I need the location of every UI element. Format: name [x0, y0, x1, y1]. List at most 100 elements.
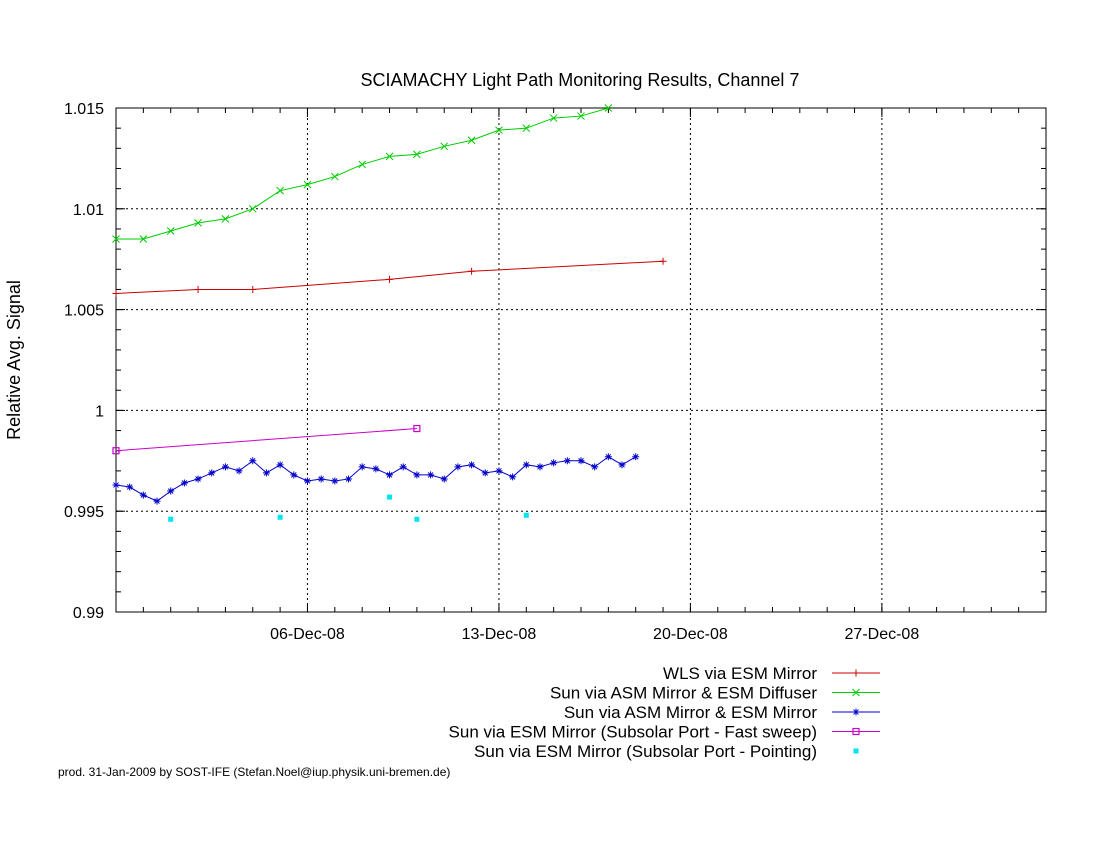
dot-marker: [414, 516, 420, 522]
star-marker: [194, 475, 202, 483]
cross-marker: [467, 136, 476, 145]
y-tick-label: 0.995: [64, 504, 104, 521]
x-tick-label: 27-Dec-08: [845, 626, 920, 643]
cross-marker: [385, 152, 394, 161]
star-marker: [358, 463, 366, 471]
cross-marker: [549, 114, 558, 122]
star-marker: [221, 463, 229, 471]
star-marker: [372, 465, 380, 473]
series-1: [112, 257, 667, 297]
series-2: [112, 104, 613, 243]
star-marker: [262, 469, 270, 477]
plus-marker: [386, 275, 394, 283]
y-tick-label: 1.01: [73, 202, 104, 219]
star-marker: [550, 459, 558, 467]
cross-marker: [112, 235, 120, 243]
series-5: [168, 494, 529, 522]
legend-label: Sun via ASM Mirror & ESM Diffuser: [550, 684, 817, 703]
star-marker: [167, 487, 175, 495]
cross-marker: [248, 204, 257, 213]
star-marker: [577, 457, 585, 465]
y-tick-label: 1: [95, 403, 104, 420]
star-marker: [536, 463, 544, 471]
plus-marker: [194, 285, 202, 293]
y-tick-label: 0.99: [73, 605, 104, 622]
star-marker: [427, 471, 435, 479]
star-marker: [399, 463, 407, 471]
cross-marker: [330, 172, 339, 181]
dot-marker: [387, 494, 393, 500]
dot-marker: [853, 748, 859, 754]
star-marker: [139, 491, 147, 499]
cross-marker: [221, 215, 230, 223]
legend-label: Sun via ESM Mirror (Subsolar Port - Fast…: [449, 723, 817, 742]
square-marker: [852, 727, 860, 736]
legend-label: WLS via ESM Mirror: [663, 664, 817, 683]
square-marker: [112, 447, 120, 455]
star-marker: [126, 483, 134, 491]
star-marker: [276, 461, 284, 469]
star-marker: [290, 471, 298, 479]
star-marker: [440, 475, 448, 483]
y-axis-label: Relative Avg. Signal: [4, 280, 24, 440]
square-marker: [413, 424, 421, 433]
y-tick-label: 1.015: [64, 101, 104, 118]
x-tick-label: 06-Dec-08: [270, 626, 345, 643]
star-marker: [112, 481, 120, 489]
series-3: [112, 453, 640, 505]
plus-marker: [468, 267, 476, 275]
star-marker: [481, 469, 489, 477]
star-marker: [495, 467, 503, 475]
grid: [116, 108, 1046, 612]
star-marker: [249, 457, 257, 465]
legend-label: Sun via ASM Mirror & ESM Mirror: [564, 703, 817, 722]
series-4: [112, 424, 421, 455]
star-marker: [345, 475, 352, 483]
y-tick-label: 1.005: [64, 303, 104, 320]
star-marker: [604, 453, 612, 461]
x-tick-label: 13-Dec-08: [462, 626, 537, 643]
plus-marker: [112, 289, 120, 297]
series-line: [115, 260, 664, 294]
star-marker: [303, 477, 311, 485]
star-marker: [180, 479, 188, 487]
star-marker: [591, 463, 599, 471]
cross-marker: [577, 112, 585, 120]
dot-marker: [523, 512, 529, 518]
cross-marker: [139, 235, 148, 243]
chart-title: SCIAMACHY Light Path Monitoring Results,…: [361, 70, 800, 90]
plus-marker: [659, 257, 667, 265]
star-marker: [454, 463, 462, 471]
star-marker: [235, 467, 243, 475]
star-marker: [509, 473, 517, 481]
axis-ticks: 0.99 0.995 1 1.005 1.01 1.015 06-Dec-08 13-Dec-…: [64, 101, 1047, 643]
cross-marker: [276, 186, 284, 195]
star-marker: [522, 461, 530, 469]
x-tick-label: 20-Dec-08: [653, 626, 728, 643]
star-marker: [563, 457, 571, 465]
cross-marker: [604, 104, 613, 112]
cross-marker: [852, 688, 860, 697]
star-marker: [468, 461, 476, 469]
cross-marker: [194, 219, 202, 227]
star-marker: [852, 708, 860, 716]
cross-marker: [440, 142, 449, 151]
cross-marker: [413, 150, 421, 159]
series-layer: [112, 104, 667, 522]
star-marker: [413, 471, 421, 479]
plot-frame: [115, 107, 1047, 613]
cross-marker: [358, 160, 367, 169]
star-marker: [317, 475, 325, 483]
cross-marker: [303, 180, 312, 189]
series-line: [115, 428, 417, 452]
footer-credit: prod. 31-Jan-2009 by SOST-IFE (Stefan.No…: [58, 765, 450, 779]
dot-marker: [277, 514, 283, 520]
cross-marker: [495, 126, 503, 135]
star-marker: [386, 471, 394, 479]
plus-marker: [249, 285, 257, 293]
dot-marker: [168, 516, 174, 522]
star-marker: [618, 461, 626, 469]
cross-marker: [522, 124, 531, 133]
